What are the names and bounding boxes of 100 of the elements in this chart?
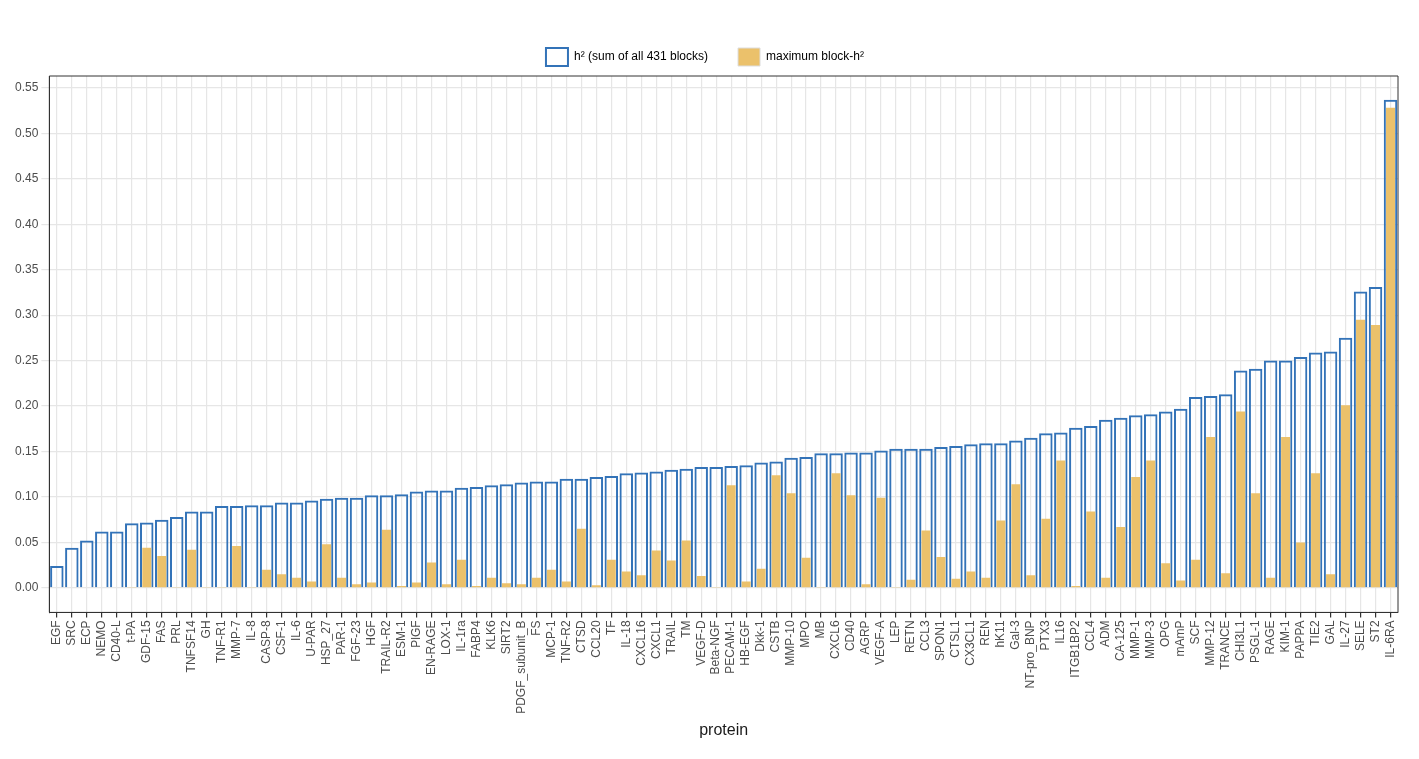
bar	[1024, 437, 1038, 588]
x-tick-label: CASP-8	[258, 620, 273, 664]
legend-label: maximum block-h²	[766, 49, 865, 64]
bar	[589, 476, 604, 588]
x-tick-label: REN	[978, 620, 993, 646]
x-tick-label: PECAM-1	[723, 620, 738, 674]
bar	[606, 559, 616, 588]
bar	[1263, 360, 1278, 588]
bar	[322, 544, 332, 588]
bar	[591, 585, 601, 588]
x-tick-label: RETN	[903, 620, 918, 654]
bar	[125, 523, 139, 588]
bar	[1266, 577, 1276, 588]
y-tick-label: 0.50	[15, 125, 39, 140]
x-tick-label: TM	[678, 620, 693, 638]
x-tick-label: PAPPA	[1292, 620, 1307, 659]
bar	[846, 495, 856, 588]
bar	[304, 500, 319, 588]
x-tick-label: GH	[199, 620, 214, 639]
bar	[1176, 580, 1186, 588]
x-tick-label: PSGL-1	[1247, 620, 1262, 664]
x-tick-label: MB	[813, 620, 828, 639]
x-tick-label: SRC	[64, 620, 79, 646]
bar	[681, 540, 691, 588]
x-tick-label: ST2	[1367, 620, 1382, 643]
bar	[499, 484, 514, 588]
bar	[906, 579, 916, 588]
bar	[546, 569, 556, 588]
x-tick-label: PDGF_subunit_B	[513, 620, 528, 714]
x-tick-label: CA-125	[1113, 620, 1128, 662]
bar	[382, 529, 392, 588]
bar	[486, 577, 496, 588]
x-tick-label: VEGF-A	[873, 620, 888, 666]
x-tick-label: Beta-NGF	[708, 620, 723, 675]
bar	[456, 559, 466, 588]
bar	[142, 547, 152, 588]
x-tick-label: SPON1	[933, 620, 948, 662]
bar	[1086, 511, 1096, 588]
bar	[1341, 405, 1351, 588]
x-tick-label: MCP-1	[543, 620, 558, 658]
x-tick-label: SELE	[1352, 620, 1367, 652]
x-tick-label: PRL	[169, 620, 184, 644]
x-tick-label: TF	[603, 620, 618, 636]
x-tick-label: IL16	[1053, 620, 1068, 644]
y-tick-label: 0.20	[15, 398, 39, 413]
bar	[411, 582, 421, 588]
bar	[1311, 473, 1321, 588]
bar	[949, 446, 963, 588]
bar	[814, 453, 828, 588]
x-tick-label: EGF	[49, 620, 64, 646]
bar	[501, 583, 511, 588]
bar	[352, 584, 362, 588]
y-tick-label: 0.35	[15, 261, 39, 276]
x-tick-label: IL-1ra	[453, 620, 468, 652]
x-tick-label: MMP-7	[228, 620, 243, 660]
bar	[981, 577, 991, 588]
bar	[1191, 559, 1201, 588]
x-tick-label: ADM	[1098, 620, 1113, 648]
x-tick-label: HSP_27	[318, 620, 333, 666]
bar	[951, 578, 961, 588]
x-tick-label: CXCL16	[633, 620, 648, 666]
bar	[277, 574, 287, 588]
x-tick-label: CSTB	[768, 620, 783, 653]
x-tick-label: CXCL1	[648, 620, 663, 660]
x-tick-label: GDF-15	[139, 620, 154, 664]
bar	[859, 452, 873, 588]
x-tick-label: CXCL6	[828, 620, 843, 660]
bar	[831, 473, 841, 588]
bar	[936, 556, 946, 588]
x-tick-label: GAL	[1322, 620, 1337, 645]
x-tick-label: CCL4	[1083, 620, 1098, 652]
bar	[726, 485, 736, 588]
x-tick-label: TRAIL	[663, 620, 678, 655]
x-tick-label: ECP	[79, 620, 94, 646]
x-axis-title: protein	[699, 720, 749, 738]
bar	[756, 568, 766, 588]
x-tick-label: hK11	[993, 620, 1008, 648]
bar	[576, 528, 586, 588]
x-tick-label: IL-8	[243, 620, 258, 642]
y-tick-label: 0.45	[15, 171, 39, 186]
bar	[426, 562, 436, 588]
x-tick-label: mAmP	[1173, 620, 1188, 657]
x-tick-label: CD40-L	[109, 620, 124, 662]
x-tick-label: CCL20	[588, 620, 603, 658]
bar	[1116, 526, 1126, 588]
bar	[337, 577, 347, 588]
bar	[169, 516, 184, 588]
x-tick-label: MMP-3	[1143, 620, 1158, 660]
y-tick-label: 0.55	[15, 80, 39, 95]
bar	[1281, 436, 1291, 588]
x-tick-label: U-PAR	[303, 620, 318, 657]
bar	[904, 448, 918, 588]
bar	[1323, 351, 1338, 588]
x-tick-label: TRANCE	[1217, 620, 1232, 670]
x-tick-label: SIRT2	[498, 620, 513, 655]
bar	[1236, 411, 1246, 588]
x-tick-label: CSF-1	[273, 620, 288, 656]
bar	[1296, 542, 1306, 588]
bar	[979, 443, 993, 588]
bar	[801, 557, 811, 588]
